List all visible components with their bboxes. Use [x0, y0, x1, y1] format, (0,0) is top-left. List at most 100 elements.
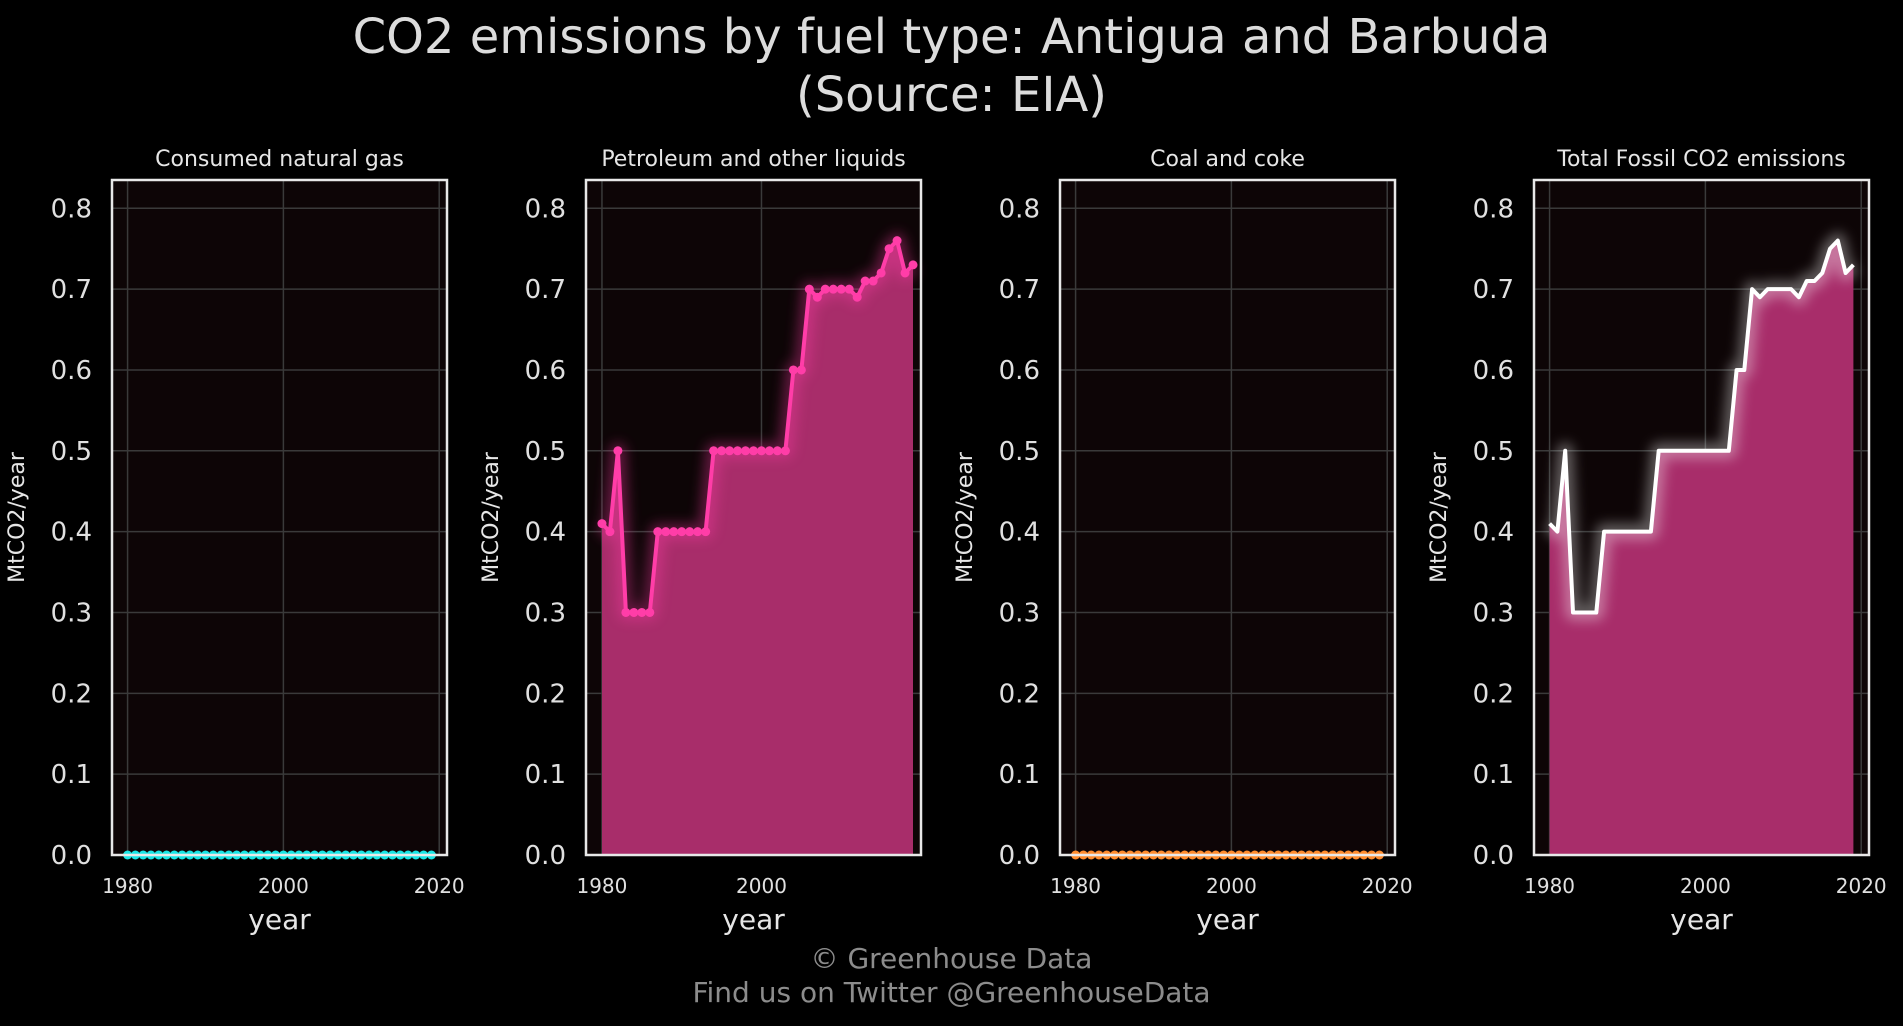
data-point-petroleum — [661, 527, 670, 536]
data-point-petroleum — [765, 446, 774, 455]
y-tick-label: 0.1 — [999, 760, 1040, 790]
y-axis-label: MtCO2/year — [1427, 451, 1452, 583]
panel-title-coal: Coal and coke — [1150, 147, 1305, 172]
data-point-petroleum — [773, 446, 782, 455]
x-axis-label: year — [248, 903, 311, 936]
panel-title-total: Total Fossil CO2 emissions — [1556, 147, 1846, 172]
data-point-petroleum — [893, 236, 902, 245]
y-tick-label: 0.3 — [1473, 598, 1514, 628]
plot-background-coal — [1060, 180, 1395, 855]
panel-coal: 0.0 0.1 0.2 0.3 0.4 0.5 0.6 0.7 0.8 1980 2000 2020 C… — [953, 147, 1413, 936]
footer-twitter: Find us on Twitter @GreenhouseData — [0, 976, 1903, 1010]
data-point-petroleum — [701, 527, 710, 536]
data-point-petroleum — [741, 446, 750, 455]
y-tick-label: 0.2 — [525, 679, 566, 709]
y-tick-label: 0.6 — [525, 356, 566, 386]
data-point-petroleum — [837, 285, 846, 294]
y-tick-label: 0.8 — [1473, 194, 1514, 224]
x-tick-label: 2000 — [258, 874, 309, 898]
y-tick-label: 0.0 — [525, 841, 566, 871]
y-tick-label: 0.6 — [1473, 356, 1514, 386]
y-tick-label: 0.5 — [525, 437, 566, 467]
y-tick-label: 0.4 — [51, 518, 92, 548]
y-tick-label: 0.7 — [1473, 275, 1514, 305]
y-tick-label: 0.8 — [999, 194, 1040, 224]
y-axis-label: MtCO2/year — [479, 451, 504, 583]
data-point-petroleum — [805, 285, 814, 294]
y-tick-label: 0.0 — [51, 841, 92, 871]
data-point-petroleum — [637, 608, 646, 617]
footer-copyright: © Greenhouse Data — [0, 942, 1903, 976]
data-point-petroleum — [621, 608, 630, 617]
data-point-petroleum — [653, 527, 662, 536]
data-point-petroleum — [781, 446, 790, 455]
data-point-petroleum — [853, 293, 862, 302]
y-tick-label: 0.6 — [51, 356, 92, 386]
data-point-petroleum — [869, 277, 878, 286]
data-point-petroleum — [709, 446, 718, 455]
data-point-petroleum — [613, 446, 622, 455]
data-point-petroleum — [685, 527, 694, 536]
x-tick-label: 2000 — [736, 874, 787, 898]
x-tick-label: 1980 — [102, 874, 153, 898]
x-tick-label: 2000 — [1206, 874, 1257, 898]
data-point-petroleum — [821, 285, 830, 294]
data-point-petroleum — [901, 268, 910, 277]
y-tick-label: 0.2 — [51, 679, 92, 709]
panel-title-petroleum: Petroleum and other liquids — [601, 147, 905, 172]
y-tick-label: 0.7 — [51, 275, 92, 305]
y-tick-label: 0.4 — [999, 518, 1040, 548]
x-tick-label: 1980 — [1050, 874, 1101, 898]
data-point-petroleum — [797, 365, 806, 374]
x-axis-label: year — [722, 903, 785, 936]
y-tick-label: 0.1 — [51, 760, 92, 790]
y-tick-label: 0.4 — [1473, 518, 1514, 548]
y-tick-label: 0.6 — [999, 356, 1040, 386]
y-tick-label: 0.0 — [1473, 841, 1514, 871]
data-point-petroleum — [749, 446, 758, 455]
data-point-petroleum — [909, 260, 918, 269]
x-tick-label: 2000 — [1680, 874, 1731, 898]
y-tick-label: 0.7 — [999, 275, 1040, 305]
y-tick-label: 0.5 — [51, 437, 92, 467]
y-tick-label: 0.4 — [525, 518, 566, 548]
y-tick-label: 0.8 — [525, 194, 566, 224]
data-point-petroleum — [605, 527, 614, 536]
y-tick-label: 0.3 — [51, 598, 92, 628]
y-axis-label: MtCO2/year — [5, 451, 30, 583]
y-tick-label: 0.2 — [1473, 679, 1514, 709]
x-tick-label: 1980 — [576, 874, 627, 898]
data-point-petroleum — [597, 519, 606, 528]
data-point-petroleum — [813, 293, 822, 302]
y-tick-label: 0.1 — [525, 760, 566, 790]
data-point-petroleum — [725, 446, 734, 455]
y-axis-label: MtCO2/year — [953, 451, 978, 583]
y-tick-label: 0.5 — [999, 437, 1040, 467]
data-point-petroleum — [845, 285, 854, 294]
footer: © Greenhouse Data Find us on Twitter @Gr… — [0, 942, 1903, 1010]
x-tick-label: 1980 — [1524, 874, 1575, 898]
x-tick-label: 2020 — [414, 874, 465, 898]
y-tick-label: 0.0 — [999, 841, 1040, 871]
x-tick-label: 2020 — [1836, 874, 1887, 898]
y-tick-label: 0.3 — [999, 598, 1040, 628]
data-point-petroleum — [717, 446, 726, 455]
x-axis-label: year — [1196, 903, 1259, 936]
y-tick-label: 0.5 — [1473, 437, 1514, 467]
data-point-petroleum — [757, 446, 766, 455]
x-axis-label: year — [1670, 903, 1733, 936]
data-point-petroleum — [645, 608, 654, 617]
y-tick-label: 0.8 — [51, 194, 92, 224]
data-point-petroleum — [877, 268, 886, 277]
panel-title-gas: Consumed natural gas — [155, 147, 404, 172]
data-point-petroleum — [677, 527, 686, 536]
y-tick-label: 0.7 — [525, 275, 566, 305]
y-tick-label: 0.1 — [1473, 760, 1514, 790]
data-point-petroleum — [733, 446, 742, 455]
data-point-petroleum — [861, 277, 870, 286]
data-point-petroleum — [885, 244, 894, 253]
x-tick-label: 2020 — [1362, 874, 1413, 898]
panel-petroleum: 0.0 0.1 0.2 0.3 0.4 0.5 0.6 0.7 0.8 1980 2000 Petro… — [479, 147, 921, 936]
data-point-petroleum — [629, 608, 638, 617]
